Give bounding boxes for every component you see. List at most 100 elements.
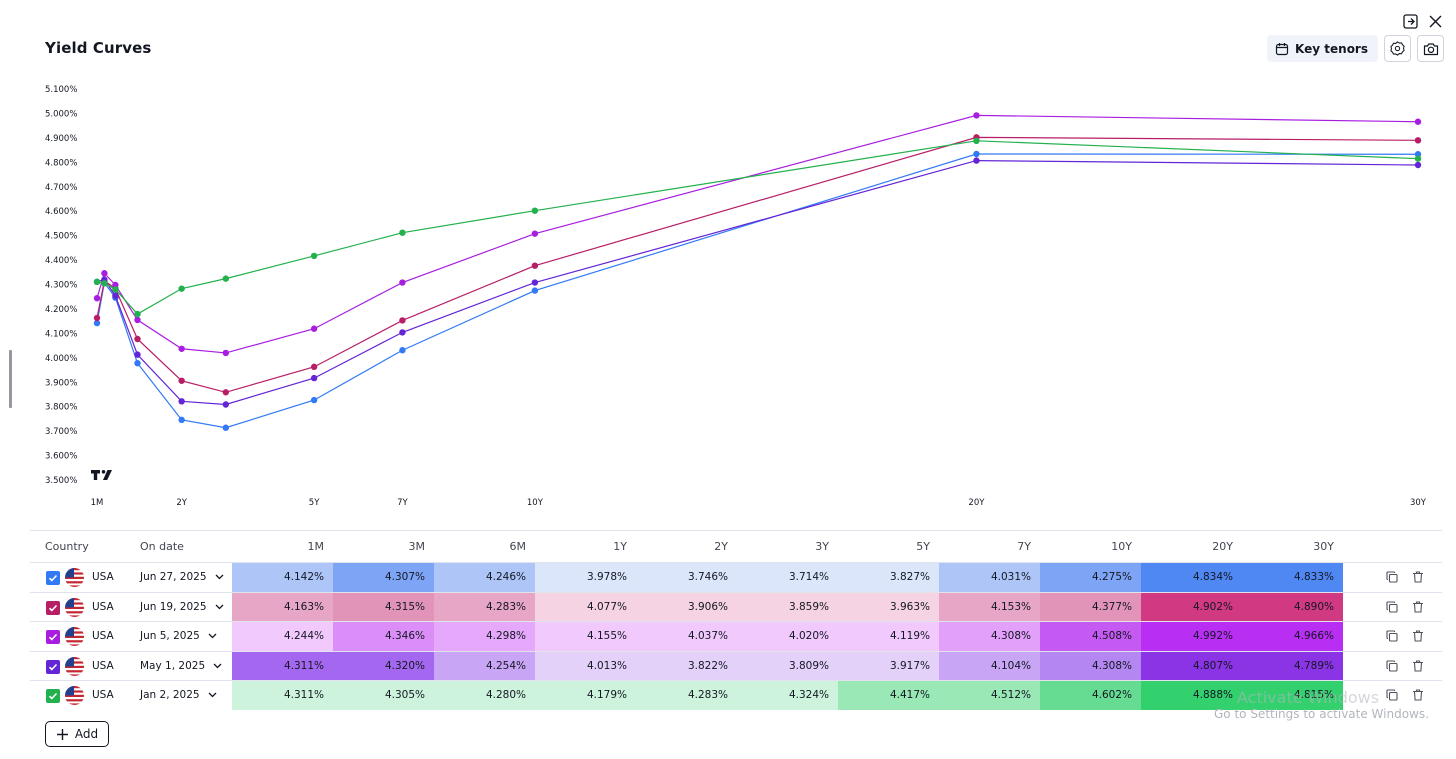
yield-cell: 4.311% [232,651,333,681]
add-button[interactable]: Add [45,721,109,747]
toolbar: Key tenors [1267,35,1444,62]
data-point[interactable] [531,230,539,237]
data-point[interactable] [134,359,141,367]
y-tick-label: 3.700% [45,427,77,437]
y-tick-label: 5.100% [45,85,77,95]
row-checkbox[interactable] [46,600,60,615]
yield-cell: 3.827% [838,563,939,592]
yield-cell: 4.246% [434,563,535,592]
data-point[interactable] [93,294,101,302]
data-point[interactable] [399,329,406,336]
data-point[interactable] [310,374,318,382]
date-selector[interactable]: Jun 19, 2025 [140,601,224,613]
close-icon[interactable] [1426,12,1444,30]
trash-icon[interactable] [1412,660,1424,675]
checkmark-icon [48,634,58,641]
header-tenor: 10Y [1111,540,1132,553]
header-tenor: 20Y [1212,540,1233,553]
data-point[interactable] [222,349,230,357]
trash-icon[interactable] [1412,601,1424,616]
data-point[interactable] [310,396,318,404]
data-point[interactable] [101,270,108,277]
screenshot-button[interactable] [1417,35,1444,62]
chevron-down-icon [208,692,217,698]
yield-cell: 3.917% [838,651,939,681]
row-checkbox[interactable] [46,659,60,674]
yield-cell: 4.275% [1040,563,1141,592]
yield-cell: 4.888% [1141,681,1242,711]
data-point[interactable] [973,157,980,164]
data-point[interactable] [1414,137,1422,144]
data-point[interactable] [399,317,406,324]
country-label: USA [92,689,114,702]
duplicate-icon[interactable] [1386,601,1398,616]
data-point[interactable] [310,363,318,371]
data-point[interactable] [178,398,185,405]
yield-cell: 4.308% [939,622,1040,652]
row-checkbox[interactable] [46,571,60,585]
data-point[interactable] [101,280,108,287]
data-point[interactable] [134,310,141,318]
data-point[interactable] [178,285,185,292]
data-point[interactable] [1414,161,1422,169]
header-country: Country [45,540,89,553]
date-selector[interactable]: Jun 27, 2025 [140,571,224,583]
data-point[interactable] [178,345,185,352]
date-selector[interactable]: Jan 2, 2025 [140,689,217,701]
row-checkbox[interactable] [46,630,60,645]
data-point[interactable] [112,286,119,293]
duplicate-icon[interactable] [1386,571,1398,586]
key-tenors-button[interactable]: Key tenors [1267,35,1378,62]
y-tick-label: 3.600% [45,452,77,462]
data-point[interactable] [399,347,406,354]
data-point[interactable] [112,292,119,299]
y-tick-label: 4.000% [45,354,77,364]
data-point[interactable] [310,325,318,332]
trash-icon[interactable] [1412,630,1424,645]
data-point[interactable] [531,262,539,269]
data-point[interactable] [531,279,539,286]
data-point[interactable] [399,279,406,286]
x-tick-label: 30Y [1410,498,1427,508]
data-point[interactable] [310,252,318,260]
data-point[interactable] [134,335,141,343]
scroll-handle[interactable] [9,350,12,408]
data-point[interactable] [93,314,101,322]
data-point[interactable] [222,389,230,396]
table-row: USA Jun 27, 2025 4.142% 4.307% 4.246% 3.978% 3… [30,562,1442,592]
date-selector[interactable]: Jun 5, 2025 [140,630,217,642]
data-point[interactable] [134,316,141,324]
data-point[interactable] [222,401,230,408]
header-tenor: 6M [509,540,527,553]
data-point[interactable] [531,287,539,294]
duplicate-icon[interactable] [1386,630,1398,645]
data-point[interactable] [1414,155,1422,162]
popout-icon[interactable] [1401,12,1419,30]
data-point[interactable] [222,424,230,431]
data-point[interactable] [112,281,119,289]
data-point[interactable] [973,137,980,145]
data-point[interactable] [178,416,185,424]
data-point[interactable] [93,319,101,327]
data-point[interactable] [1414,118,1422,125]
header-date: On date [140,540,184,553]
data-point[interactable] [1414,151,1422,158]
data-point[interactable] [178,377,185,384]
duplicate-icon[interactable] [1386,689,1398,704]
data-point[interactable] [93,278,101,286]
data-point[interactable] [973,150,980,158]
add-label: Add [74,727,99,741]
data-point[interactable] [399,229,406,236]
data-point[interactable] [973,112,980,119]
settings-button[interactable] [1384,35,1411,62]
yield-cell: 4.305% [333,681,434,711]
trash-icon[interactable] [1412,571,1424,586]
row-checkbox[interactable] [46,689,60,704]
date-selector[interactable]: May 1, 2025 [140,660,222,672]
checkmark-icon [48,574,58,582]
duplicate-icon[interactable] [1386,660,1398,675]
data-point[interactable] [531,207,539,214]
data-point[interactable] [134,351,141,358]
trash-icon[interactable] [1412,689,1424,704]
data-point[interactable] [222,275,230,282]
